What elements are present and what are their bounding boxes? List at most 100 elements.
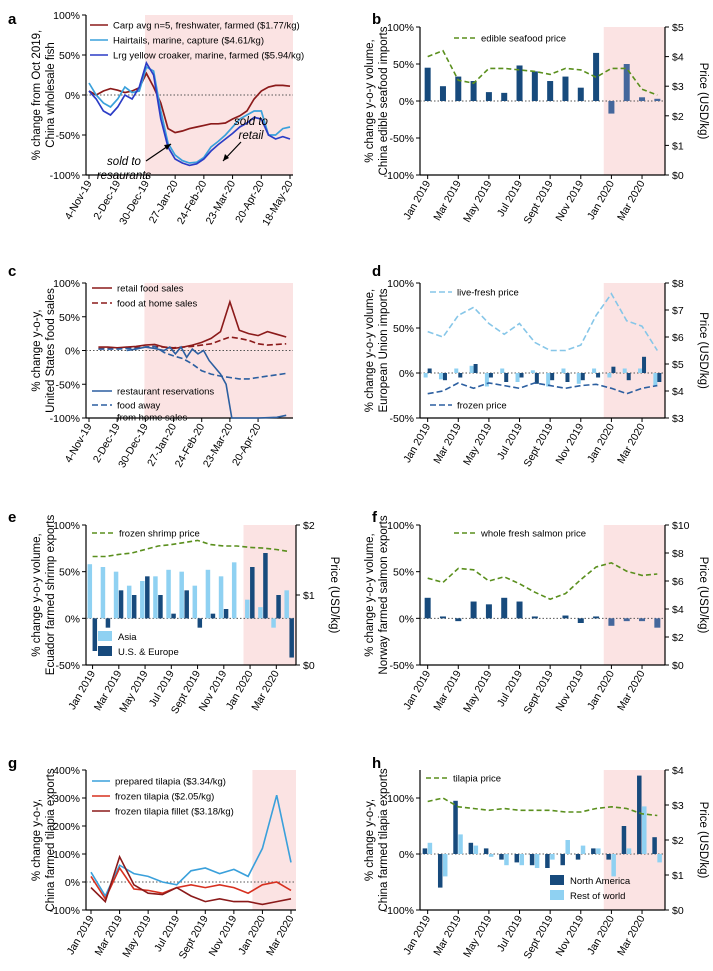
bar bbox=[442, 854, 448, 877]
bar bbox=[504, 373, 509, 382]
bar bbox=[545, 854, 550, 868]
legend-item-label: tilapia price bbox=[453, 774, 501, 785]
legend-item-label: frozen tilapia ($2.05/kg) bbox=[115, 792, 214, 803]
y2-tick-label: $0 bbox=[672, 660, 684, 672]
bar bbox=[473, 845, 479, 854]
y2-axis-label: Price (USD/kg) bbox=[697, 802, 709, 879]
legend-item-swatch bbox=[550, 890, 564, 900]
y-tick-label: -100% bbox=[384, 170, 414, 182]
legend-item-label: food at home sales bbox=[117, 299, 198, 310]
bar bbox=[192, 585, 198, 619]
y-tick-label: 0% bbox=[65, 877, 80, 889]
bar bbox=[210, 613, 216, 619]
x-tick-label: Mar 2019 bbox=[431, 421, 464, 466]
bar bbox=[626, 848, 632, 854]
bar bbox=[515, 373, 520, 382]
y-tick-label: -50% bbox=[389, 133, 414, 145]
legend-item-label: live-fresh price bbox=[457, 288, 519, 299]
bar bbox=[458, 373, 463, 378]
bar bbox=[611, 366, 616, 373]
y2-tick-label: $4 bbox=[672, 604, 684, 616]
bar bbox=[657, 373, 662, 382]
y2-axis-label: Price (USD/kg) bbox=[697, 557, 709, 634]
legend-item-label: Hairtails, marine, capture ($4.61/kg) bbox=[113, 36, 264, 47]
y2-tick-label: $8 bbox=[672, 278, 684, 290]
bar bbox=[205, 569, 211, 619]
bar bbox=[118, 590, 124, 619]
x-tick-label: Sept 2019 bbox=[521, 421, 555, 469]
bar bbox=[637, 775, 642, 854]
y2-tick-label: $3 bbox=[672, 800, 684, 812]
annotation-text: resaurants bbox=[97, 170, 152, 182]
panel-label: d bbox=[372, 263, 381, 280]
price-line bbox=[92, 539, 290, 558]
y-tick-label: 0% bbox=[399, 613, 414, 625]
x-tick-label: May 2019 bbox=[461, 178, 495, 224]
y2-tick-label: $2 bbox=[303, 520, 315, 532]
bar bbox=[166, 569, 171, 619]
bar bbox=[529, 854, 535, 866]
x-tick-label: Jan 2020 bbox=[585, 913, 617, 957]
series-line bbox=[88, 65, 291, 164]
bar bbox=[530, 370, 535, 373]
bar bbox=[534, 854, 540, 868]
covid-period-shading bbox=[603, 525, 665, 665]
y-tick-label: 0% bbox=[399, 849, 414, 861]
y-axis-label: % change y-o-y volume, Ecuador farmed shr… bbox=[31, 515, 57, 676]
bar bbox=[131, 595, 137, 619]
y-axis-label-line: % change from Oct 2019, bbox=[31, 30, 43, 160]
y-tick-label: 50% bbox=[59, 50, 80, 62]
y-tick-label: 100% bbox=[387, 278, 414, 290]
x-tick-label: 4-Nov-19 bbox=[63, 421, 95, 465]
bar bbox=[171, 613, 176, 619]
x-tick-label: Mar 2020 bbox=[615, 913, 648, 958]
y-axis-label-line: European Union imports bbox=[378, 288, 390, 412]
x-tick-label: Nov 2019 bbox=[554, 178, 587, 223]
x-tick-label: Jul 2019 bbox=[495, 421, 525, 462]
bar bbox=[145, 576, 150, 619]
y-tick-label: 50% bbox=[393, 323, 414, 335]
legend-item-swatch bbox=[98, 631, 112, 641]
y-tick-label: -100% bbox=[50, 170, 80, 182]
bar bbox=[596, 373, 601, 378]
y-tick-label: 100% bbox=[53, 278, 80, 290]
bar bbox=[158, 595, 163, 619]
bar bbox=[423, 373, 428, 378]
y-axis-label: % change y-o-y, United States food sales bbox=[31, 288, 57, 413]
y2-tick-label: $4 bbox=[672, 765, 684, 777]
bar bbox=[231, 562, 237, 619]
y-axis-label-line: Norway farmed salmon exports bbox=[378, 515, 390, 674]
bar bbox=[562, 76, 569, 101]
bar bbox=[638, 368, 643, 373]
bar bbox=[622, 368, 627, 373]
legend-item-label: retail food sales bbox=[117, 284, 184, 295]
legend-item-label: Rest of world bbox=[570, 891, 625, 902]
y-tick-label: 0% bbox=[399, 96, 414, 108]
x-tick-label: Jul 2019 bbox=[495, 913, 525, 954]
series-line bbox=[90, 866, 292, 901]
y2-axis-label: Price (USD/kg) bbox=[697, 312, 709, 389]
bar bbox=[250, 567, 255, 619]
bar bbox=[439, 616, 446, 619]
y-tick-label: 300% bbox=[53, 793, 80, 805]
bar bbox=[531, 616, 538, 619]
y2-tick-label: $2 bbox=[672, 835, 684, 847]
bar bbox=[531, 71, 538, 101]
annotation-text: retail bbox=[239, 130, 264, 142]
x-tick-label: May 2019 bbox=[461, 668, 495, 714]
bar bbox=[87, 564, 93, 619]
bar bbox=[561, 368, 566, 373]
bar bbox=[519, 854, 525, 866]
y-axis-label: % change y-o-y volume, Norway farmed salm… bbox=[364, 515, 390, 674]
bar bbox=[458, 834, 463, 854]
x-tick-label: Jan 2020 bbox=[236, 913, 268, 957]
x-tick-label: May 2019 bbox=[461, 421, 495, 467]
bar bbox=[654, 98, 661, 101]
bar bbox=[500, 368, 505, 373]
y-tick-label: 400% bbox=[53, 765, 80, 777]
price-line bbox=[427, 49, 658, 96]
bar bbox=[427, 842, 433, 854]
y-tick-label: 0% bbox=[65, 90, 80, 102]
bar bbox=[611, 854, 616, 877]
x-tick-label: May 2019 bbox=[120, 913, 154, 959]
